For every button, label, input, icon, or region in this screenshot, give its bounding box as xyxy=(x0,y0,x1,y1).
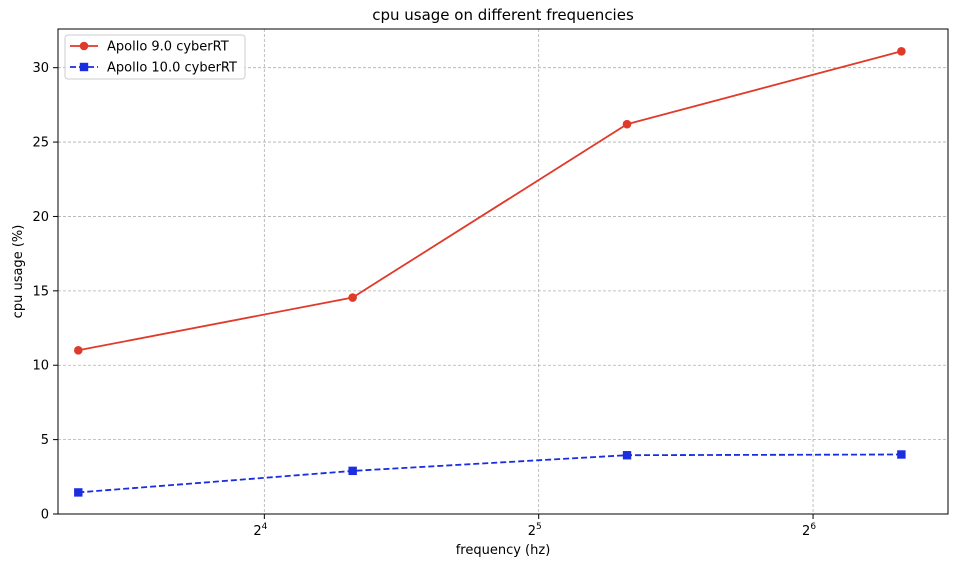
x-axis-label: frequency (hz) xyxy=(456,543,551,558)
x-tick-label: 25 xyxy=(528,522,542,539)
y-tick-label: 30 xyxy=(32,61,49,76)
x-tick-label-base: 2 xyxy=(528,524,536,539)
y-tick-label: 20 xyxy=(32,210,49,225)
y-axis-label: cpu usage (%) xyxy=(11,225,26,319)
data-point xyxy=(74,346,83,355)
x-tick-label-exponent: 6 xyxy=(810,522,816,532)
y-tick-label: 15 xyxy=(32,284,49,299)
data-point xyxy=(348,466,357,476)
data-point xyxy=(897,450,906,459)
y-tick-label: 25 xyxy=(32,136,49,151)
legend-label: Apollo 10.0 cyberRT xyxy=(107,61,237,76)
data-point xyxy=(622,451,632,460)
legend-swatch-marker xyxy=(79,41,89,51)
data-point xyxy=(897,47,906,56)
x-tick-label-base: 2 xyxy=(253,524,261,539)
legend-box xyxy=(64,34,246,80)
y-tick-label: 10 xyxy=(32,359,49,374)
y-tick-label: 5 xyxy=(41,433,49,448)
series-line-1 xyxy=(78,50,902,352)
data-point xyxy=(74,488,83,497)
x-tick-label: 24 xyxy=(253,522,267,539)
y-tick-label: 0 xyxy=(41,508,49,523)
series-line-2 xyxy=(78,453,902,494)
x-tick-label-exponent: 5 xyxy=(536,522,542,532)
series-layer xyxy=(74,47,906,497)
legend: Apollo 9.0 cyberRT Apollo 10.0 cyberRT xyxy=(64,34,246,80)
legend-label: Apollo 9.0 cyberRT xyxy=(107,40,229,55)
grid xyxy=(58,29,948,515)
x-tick-label-base: 2 xyxy=(802,524,810,539)
x-tick-label: 26 xyxy=(802,522,816,539)
data-point xyxy=(348,293,357,302)
chart-title: cpu usage on different frequencies xyxy=(372,6,634,24)
x-tick-label-exponent: 4 xyxy=(262,522,268,532)
legend-swatch-marker xyxy=(79,62,89,72)
data-point xyxy=(622,119,632,129)
plot-frame xyxy=(57,28,949,515)
